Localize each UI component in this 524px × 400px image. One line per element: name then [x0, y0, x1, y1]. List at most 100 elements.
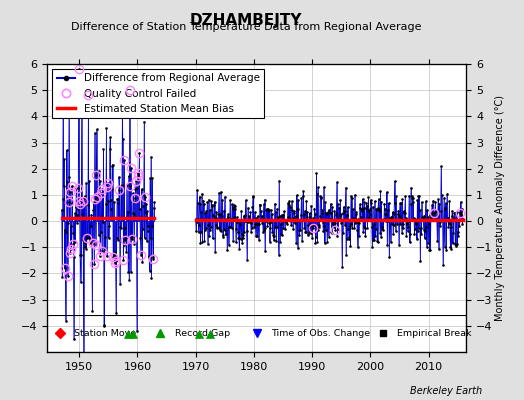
Point [416, 258, 424, 264]
Point [255, 221, 264, 227]
Point [343, 212, 352, 218]
Point [335, 205, 343, 211]
Point [414, 225, 423, 232]
Point [124, 268, 133, 275]
Text: Berkeley Earth: Berkeley Earth [410, 386, 482, 396]
Point [319, 227, 328, 234]
Point [101, 246, 110, 252]
Point [306, 214, 314, 220]
Point [206, 227, 214, 233]
Point [441, 205, 450, 212]
Point [340, 204, 348, 210]
Point [304, 224, 313, 230]
Point [385, 254, 394, 261]
Point [102, 125, 111, 132]
Point [239, 232, 247, 238]
Point [207, 198, 215, 204]
Point [383, 242, 391, 248]
Point [135, 150, 144, 157]
Point [214, 216, 222, 223]
Point [388, 214, 396, 220]
Point [133, 185, 141, 192]
Point [85, 178, 94, 184]
Point [230, 206, 238, 212]
Point [123, 215, 132, 222]
Point [219, 234, 227, 240]
Point [346, 223, 354, 229]
Point [227, 224, 236, 231]
Point [116, 223, 125, 230]
Point [381, 211, 389, 217]
Point [204, 196, 213, 203]
Point [230, 213, 238, 220]
Point [303, 209, 311, 215]
Point [211, 248, 219, 255]
Point [374, 238, 382, 245]
Point [245, 212, 254, 219]
Point [276, 212, 284, 219]
Point [361, 233, 369, 240]
Point [334, 200, 342, 207]
Point [92, 172, 101, 178]
Point [301, 208, 309, 214]
Point [233, 219, 242, 226]
Point [70, 336, 78, 342]
Point [341, 184, 350, 191]
Point [61, 227, 69, 233]
Point [402, 220, 411, 226]
Point [429, 198, 437, 204]
Point [150, 205, 158, 211]
Point [133, 328, 141, 334]
Point [269, 237, 278, 243]
Point [311, 211, 319, 217]
Point [147, 154, 155, 160]
Point [129, 198, 138, 205]
Point [334, 226, 343, 232]
Point [137, 252, 145, 258]
Point [265, 220, 273, 226]
Point [126, 183, 134, 189]
Point [206, 224, 215, 230]
Point [90, 199, 98, 205]
Point [143, 208, 151, 215]
Point [78, 110, 86, 116]
Point [252, 233, 260, 240]
Point [454, 218, 463, 224]
Point [62, 147, 71, 154]
Point [365, 214, 374, 220]
Point [90, 261, 99, 267]
Point [283, 200, 292, 206]
Point [210, 198, 219, 205]
Point [145, 254, 153, 260]
Point [443, 191, 451, 198]
Point [331, 220, 339, 226]
Point [436, 222, 444, 229]
Point [287, 218, 295, 224]
Point [82, 180, 90, 186]
Point [355, 220, 363, 226]
Point [278, 232, 286, 238]
Point [307, 230, 315, 236]
Point [253, 232, 261, 239]
Point [318, 210, 326, 216]
Point [424, 221, 433, 227]
Point [420, 212, 428, 219]
Point [345, 236, 353, 242]
Point [213, 225, 222, 232]
Point [437, 163, 445, 170]
Point [111, 248, 119, 255]
Point [387, 221, 396, 227]
Point [115, 174, 123, 180]
Point [447, 213, 456, 219]
Point [227, 217, 235, 224]
Point [373, 206, 381, 213]
Point [292, 240, 300, 246]
Point [378, 226, 387, 232]
Point [446, 221, 454, 227]
Point [224, 211, 232, 217]
Point [395, 212, 403, 219]
Point [61, 317, 70, 324]
Point [340, 208, 348, 214]
Point [130, 241, 138, 248]
Point [312, 234, 320, 240]
